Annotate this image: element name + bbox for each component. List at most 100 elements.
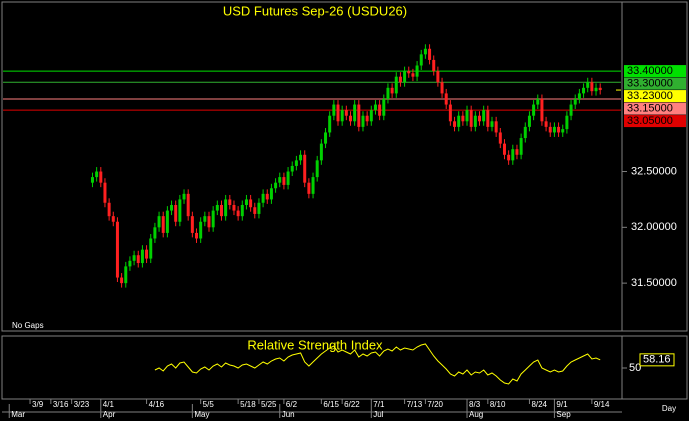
candle-body [386,87,390,99]
candle-body [344,110,348,116]
month-label: Apr [103,410,116,419]
x-unit: Day [662,404,676,413]
candle-body [390,87,394,94]
candle-body [478,115,482,122]
candle-body [598,87,602,91]
candle-body [440,82,444,94]
candle-body [519,138,523,155]
candle-body [432,59,436,72]
x-tick-label: 3/23 [74,400,90,409]
x-tick-label: 7/13 [407,400,423,409]
candle-body [132,255,136,261]
candle-body [311,177,315,194]
candle-body [453,121,457,127]
candle-body [423,48,427,55]
candle-body [120,277,124,284]
candle-body [149,238,153,259]
y-tick-label: 31.50000 [631,277,677,289]
candle-body [369,110,373,122]
level-label: 33.40000 [627,65,673,77]
month-label: Jun [282,410,295,419]
candle-body [307,182,311,194]
level-box [624,77,686,90]
candle-body [128,260,132,267]
candle-body [536,98,540,105]
x-tick-label: 6/2 [286,400,298,409]
rsi-tick-label: 50 [629,362,641,374]
candle-body [294,160,298,166]
x-tick-label: 8/3 [469,400,481,409]
x-tick-label: 4/16 [149,400,165,409]
candle-body [378,104,382,116]
candle-body [544,121,548,127]
candle-body [490,121,494,127]
candle-body [336,104,340,122]
candle-body [357,104,361,127]
candle-body [274,182,278,189]
candle-body [411,73,415,77]
candle-body [328,115,332,133]
x-tick-label: 3/16 [53,400,69,409]
candle-body [165,210,169,233]
price-axis-pane [621,1,688,332]
candle-body [511,149,515,161]
candle-body [448,104,452,122]
x-tick-label: 5/5 [203,400,215,409]
candle-body [565,115,569,130]
candle-body [590,82,594,92]
candle-body [111,216,115,222]
candle-body [186,193,190,217]
candle-body [573,98,577,105]
candle-body [199,221,203,239]
candle-body [552,126,556,133]
candle-body [444,93,448,105]
candle-body [178,199,182,222]
candle-body [577,93,581,99]
candle-body [582,87,586,94]
candle-body [515,149,519,155]
x-tick-label: 8/24 [531,400,547,409]
chart-title: USD Futures Sep-26 (USDU26) [223,3,407,18]
candle-body [415,65,419,77]
candle-body [257,202,261,214]
candle-body [532,104,536,116]
candle-body [303,154,307,183]
level-box [624,115,686,128]
rsi-title: Relative Strength Index [247,337,383,352]
candle-body [278,177,282,183]
candle-body [228,199,232,206]
candle-body [140,249,144,264]
level-label: 33.23000 [627,90,673,102]
candle-body [161,216,165,233]
candle-body [224,199,228,217]
candle-body [557,126,561,133]
month-label: Sep [556,410,571,419]
level-box [624,90,686,103]
candle-body [145,249,149,259]
candle-body [428,48,432,60]
x-tick-label: 3/9 [32,400,44,409]
candle-body [299,154,303,161]
candle-body [269,188,273,200]
rsi-last-box [639,353,675,367]
candle-body [461,115,465,122]
candle-body [465,110,469,122]
candle-body [398,76,402,83]
x-tick-label: 9/1 [556,400,568,409]
candle-body [324,132,328,144]
candle-body [332,104,336,116]
candle-body [115,221,119,278]
candle-body [249,199,253,208]
month-label: May [194,410,209,419]
x-tick-label: 7/1 [373,400,385,409]
candle-body [261,193,265,203]
x-tick-label: 6/15 [323,400,339,409]
candle-body [315,160,319,178]
candle-body [469,110,473,127]
candle-body [502,143,506,155]
candle-body [498,132,502,144]
level-box [624,102,686,115]
candle-body [182,193,186,200]
candle-body [419,54,423,66]
